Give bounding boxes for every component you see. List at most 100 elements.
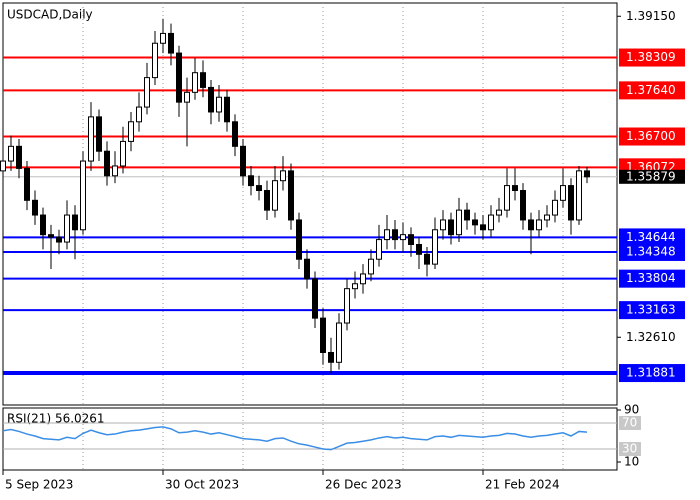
rsi-level-box	[619, 416, 641, 430]
candle-body	[296, 219, 302, 260]
candle-body	[8, 145, 14, 162]
candle-body	[48, 234, 54, 238]
candle-body	[392, 229, 398, 241]
candle-body	[240, 145, 246, 177]
candle-body	[0, 160, 6, 172]
candle-body	[64, 214, 70, 243]
y-tick-label: 1.39150	[626, 9, 676, 23]
candle-body	[384, 229, 390, 241]
level-label: 1.34348	[626, 244, 676, 258]
candle-body	[224, 96, 230, 123]
rsi-level-label: 70	[622, 416, 637, 430]
candle-body	[416, 243, 422, 255]
level-label-box	[619, 364, 685, 383]
candle-body	[88, 116, 94, 162]
level-label: 1.36700	[626, 129, 676, 143]
candle-body	[256, 185, 262, 192]
candle-body	[328, 351, 334, 363]
candle-body	[488, 214, 494, 231]
candle-body	[552, 199, 558, 216]
candle-body	[568, 185, 574, 221]
candle-body	[544, 214, 550, 221]
candle-body	[344, 288, 350, 324]
candle-body	[208, 86, 214, 113]
candle-body	[320, 317, 326, 353]
candle-body	[584, 170, 590, 178]
candle-body	[336, 322, 342, 363]
candle-body	[576, 170, 582, 221]
level-label-box	[619, 242, 685, 261]
rsi-tick-label: 10	[624, 455, 639, 469]
level-label: 1.33804	[626, 271, 676, 285]
level-label: 1.37640	[626, 83, 676, 97]
candle-body	[56, 236, 62, 243]
level-label-box	[619, 301, 685, 320]
candle-body	[560, 185, 566, 201]
candle-body	[448, 219, 454, 236]
candle-body	[32, 199, 38, 216]
candle-body	[312, 278, 318, 319]
candle-body	[360, 273, 366, 285]
y-tick-label: 1.32610	[626, 330, 676, 344]
candle-body	[40, 214, 46, 236]
level-label: 1.33163	[626, 303, 676, 317]
rsi-tick-label: 90	[624, 403, 639, 417]
candle-body	[80, 160, 86, 231]
candle-body	[272, 180, 278, 211]
candle-body	[144, 77, 150, 108]
rsi-label: RSI(21) 56.0261	[7, 412, 105, 426]
candle-body	[288, 170, 294, 221]
level-label-box	[619, 48, 685, 67]
candle-body	[128, 121, 134, 142]
candle-body	[16, 145, 22, 169]
candle-body	[504, 185, 510, 211]
candle-body	[152, 42, 158, 79]
level-label-box	[619, 228, 685, 247]
level-label: 1.38309	[626, 50, 676, 64]
candle-body	[184, 91, 190, 103]
level-label: 1.34644	[626, 230, 676, 244]
candle-body	[72, 214, 78, 231]
candle-body	[408, 234, 414, 245]
candle-body	[496, 209, 502, 216]
candle-body	[248, 175, 254, 187]
candle-body	[424, 253, 430, 265]
chart-title: USDCAD,Daily	[7, 8, 93, 22]
candle-body	[280, 170, 286, 182]
candle-body	[216, 96, 222, 113]
candle-body	[24, 167, 30, 201]
candle-body	[472, 219, 478, 226]
candle-body	[456, 209, 462, 236]
level-label-box	[619, 127, 685, 146]
x-tick-label: 5 Sep 2023	[5, 478, 73, 492]
candle-body	[368, 258, 374, 275]
level-label-box	[619, 269, 685, 288]
candle-body	[264, 190, 270, 211]
rsi-level-label: 30	[622, 442, 637, 456]
rsi-level-box	[619, 442, 641, 456]
candle-body	[136, 106, 142, 123]
rsi-line	[2, 426, 588, 451]
candle-body	[112, 165, 118, 177]
candle-body	[96, 116, 102, 152]
current-price-box	[619, 169, 685, 184]
level-label: 1.31881	[626, 366, 676, 380]
candle-body	[200, 72, 206, 88]
x-tick-label: 21 Feb 2024	[485, 478, 560, 492]
x-tick-label: 30 Oct 2023	[165, 478, 239, 492]
candle-body	[464, 209, 470, 221]
candle-body	[440, 219, 446, 231]
candle-body	[400, 234, 406, 241]
candle-body	[160, 32, 166, 44]
candle-body	[192, 72, 198, 93]
candle-body	[304, 258, 310, 280]
candle-body	[536, 219, 542, 231]
current-price-label: 1.35879	[626, 169, 676, 183]
candle-body	[120, 140, 126, 167]
candle-body	[104, 150, 110, 177]
candle-body	[512, 185, 518, 192]
candle-body	[528, 219, 534, 231]
level-label-box	[619, 81, 685, 100]
